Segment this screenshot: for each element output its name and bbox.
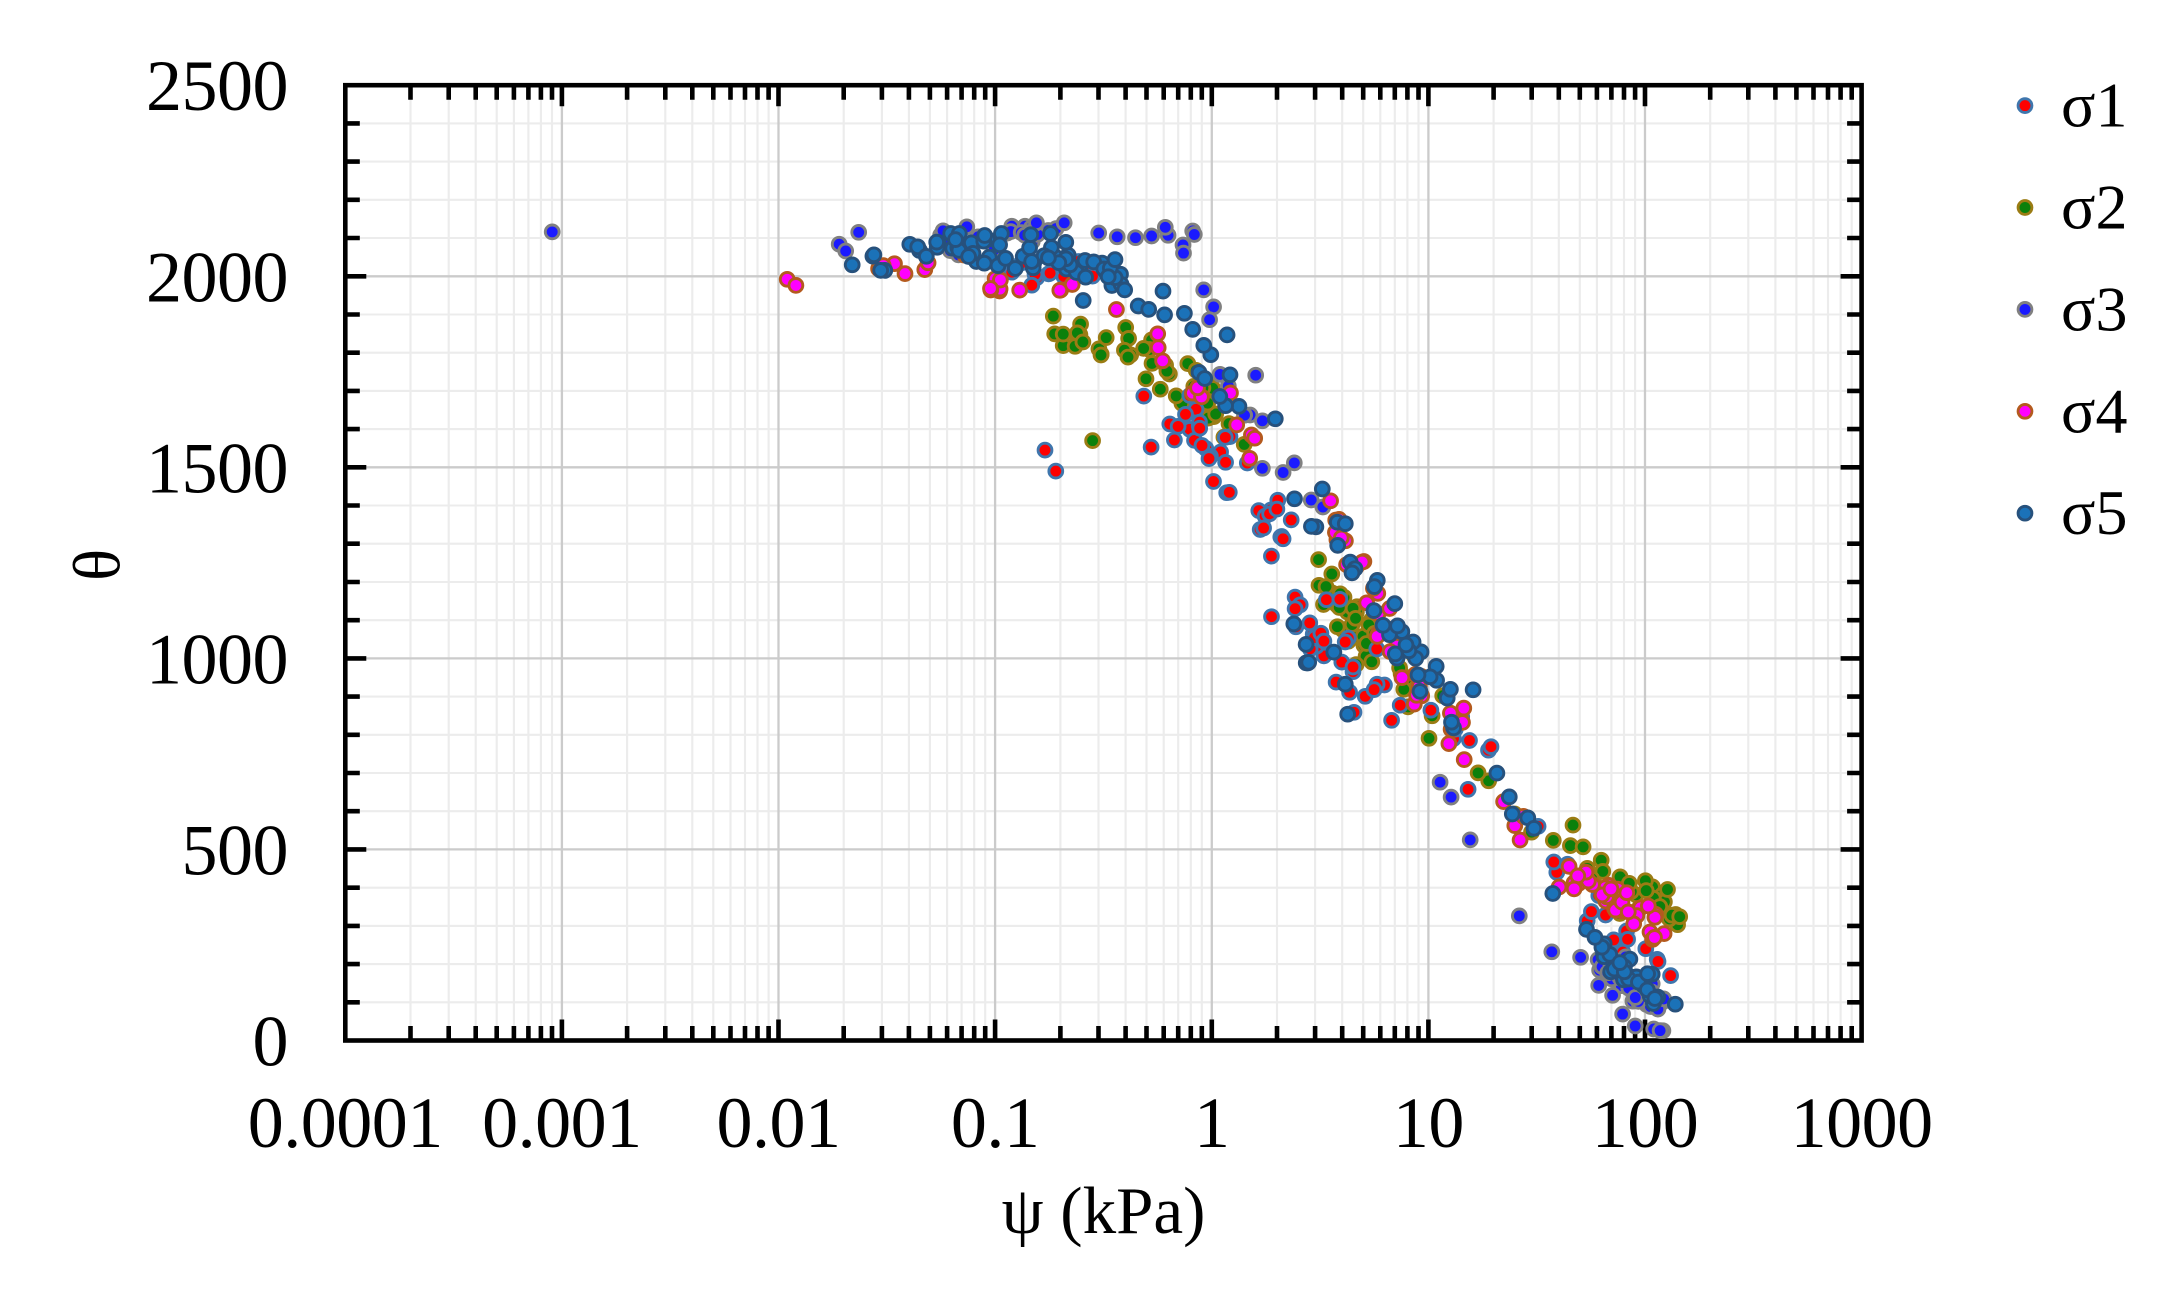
svg-text:σ2: σ2 bbox=[2061, 172, 2128, 243]
svg-text:1000: 1000 bbox=[146, 619, 288, 699]
svg-text:500: 500 bbox=[182, 810, 289, 890]
svg-text:0: 0 bbox=[253, 1002, 289, 1082]
svg-text:σ4: σ4 bbox=[2061, 375, 2128, 446]
svg-text:σ3: σ3 bbox=[2061, 273, 2128, 344]
svg-text:2500: 2500 bbox=[146, 46, 288, 126]
svg-text:σ1: σ1 bbox=[2061, 70, 2128, 141]
svg-text:1000: 1000 bbox=[1791, 1083, 1933, 1163]
svg-text:0.001: 0.001 bbox=[482, 1083, 642, 1163]
svg-text:ψ (kPa): ψ (kPa) bbox=[1002, 1174, 1206, 1248]
svg-text:θ: θ bbox=[61, 549, 135, 581]
svg-text:2000: 2000 bbox=[146, 237, 288, 317]
svg-text:σ5: σ5 bbox=[2061, 477, 2128, 548]
svg-text:1500: 1500 bbox=[146, 428, 288, 508]
svg-text:0.0001: 0.0001 bbox=[248, 1083, 443, 1163]
svg-text:1: 1 bbox=[1194, 1083, 1230, 1163]
svg-text:100: 100 bbox=[1592, 1083, 1699, 1163]
svg-text:0.1: 0.1 bbox=[951, 1083, 1040, 1163]
svg-text:0.01: 0.01 bbox=[717, 1083, 841, 1163]
svg-text:10: 10 bbox=[1393, 1083, 1464, 1163]
